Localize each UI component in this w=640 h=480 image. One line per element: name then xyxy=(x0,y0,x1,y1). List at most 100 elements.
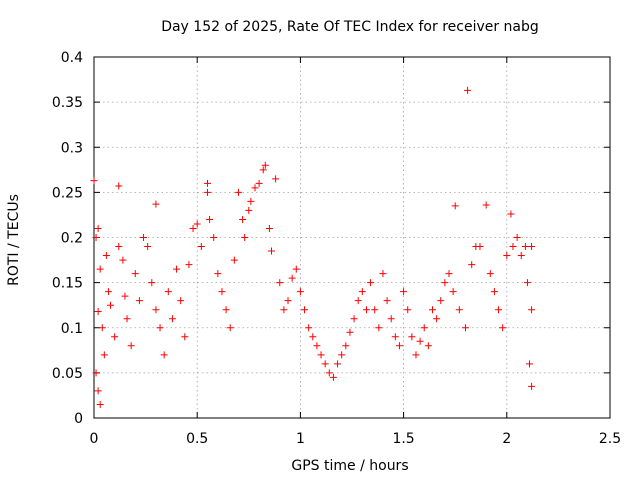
data-point xyxy=(437,297,445,305)
data-point xyxy=(214,270,222,278)
data-point xyxy=(239,215,247,223)
y-tick-label: 0.4 xyxy=(61,50,83,66)
data-point xyxy=(391,333,399,341)
data-point xyxy=(521,243,529,251)
data-point xyxy=(259,166,267,174)
data-point xyxy=(441,279,449,287)
data-point xyxy=(234,188,242,196)
data-point xyxy=(144,243,152,251)
data-point xyxy=(350,315,358,323)
data-point xyxy=(523,279,531,287)
data-point xyxy=(404,306,412,314)
data-point xyxy=(218,288,226,296)
data-point xyxy=(115,243,123,251)
data-point xyxy=(204,179,212,187)
data-points xyxy=(90,86,536,408)
data-point xyxy=(94,387,102,395)
data-point xyxy=(204,188,212,196)
data-point xyxy=(395,342,403,350)
x-tick-label: 0 xyxy=(90,431,99,447)
data-point xyxy=(96,400,104,408)
data-point xyxy=(168,315,176,323)
data-point xyxy=(92,234,100,241)
data-point xyxy=(371,306,379,314)
data-point xyxy=(476,243,484,251)
data-point xyxy=(528,382,536,390)
data-point xyxy=(140,234,148,241)
y-tick-label: 0.35 xyxy=(52,95,83,111)
data-point xyxy=(367,279,375,287)
data-point xyxy=(255,179,263,187)
y-tick-label: 0.25 xyxy=(52,185,83,201)
data-point xyxy=(499,324,507,332)
data-point xyxy=(160,351,168,359)
data-point xyxy=(189,224,197,232)
data-point xyxy=(503,252,511,260)
data-point xyxy=(131,270,139,278)
y-tick-labels: 0 0.05 0.1 0.15 0.2 0.25 0.3 0.35 0.4 xyxy=(52,50,83,427)
data-point xyxy=(181,333,189,341)
data-point xyxy=(247,197,255,205)
data-point xyxy=(251,184,259,192)
data-point xyxy=(107,301,115,309)
data-point xyxy=(338,351,346,359)
data-point xyxy=(272,175,280,183)
data-point xyxy=(445,270,453,278)
data-point xyxy=(135,297,143,305)
y-tick-label: 0.05 xyxy=(52,366,83,382)
data-point xyxy=(325,369,333,377)
data-point xyxy=(383,297,391,305)
data-point xyxy=(517,252,525,260)
data-point xyxy=(121,292,129,300)
data-point xyxy=(313,342,321,350)
data-point xyxy=(464,86,472,94)
data-point xyxy=(433,315,441,323)
data-point xyxy=(528,306,536,314)
data-point xyxy=(292,265,300,273)
data-point xyxy=(482,201,490,209)
data-point xyxy=(526,360,534,368)
data-point xyxy=(288,274,296,282)
data-point xyxy=(226,324,234,332)
data-point xyxy=(173,265,181,273)
data-point xyxy=(301,306,309,314)
data-point xyxy=(416,337,424,345)
x-tick-label: 0.5 xyxy=(186,431,208,447)
data-point xyxy=(334,360,342,368)
data-point xyxy=(222,306,230,314)
y-tick-label: 0 xyxy=(74,411,83,427)
data-point xyxy=(354,297,362,305)
x-tick-label: 1 xyxy=(296,431,305,447)
data-point xyxy=(94,308,102,316)
y-tick-label: 0.3 xyxy=(61,140,83,156)
data-point xyxy=(104,288,112,296)
data-point xyxy=(495,306,503,314)
data-point xyxy=(346,328,354,336)
data-point xyxy=(268,247,276,255)
data-point xyxy=(507,210,515,218)
data-point xyxy=(284,297,292,305)
data-point xyxy=(265,224,273,232)
data-point xyxy=(156,324,164,332)
data-point xyxy=(408,333,416,341)
data-point xyxy=(127,342,135,350)
data-point xyxy=(261,161,269,169)
data-point xyxy=(94,224,102,232)
x-axis-label: GPS time / hours xyxy=(291,458,408,474)
data-point xyxy=(241,234,249,241)
data-point xyxy=(358,288,366,296)
x-tick-label: 2 xyxy=(502,431,511,447)
data-point xyxy=(152,200,160,208)
data-point xyxy=(98,324,106,332)
data-point xyxy=(509,243,517,251)
data-point xyxy=(400,288,408,296)
x-tick-label: 2.5 xyxy=(599,431,621,447)
data-point xyxy=(90,177,98,185)
data-point xyxy=(193,220,201,228)
data-point xyxy=(100,351,108,359)
data-point xyxy=(197,243,205,251)
data-point xyxy=(210,234,218,241)
data-point xyxy=(206,215,214,223)
data-point xyxy=(123,315,131,323)
data-point xyxy=(102,252,110,260)
